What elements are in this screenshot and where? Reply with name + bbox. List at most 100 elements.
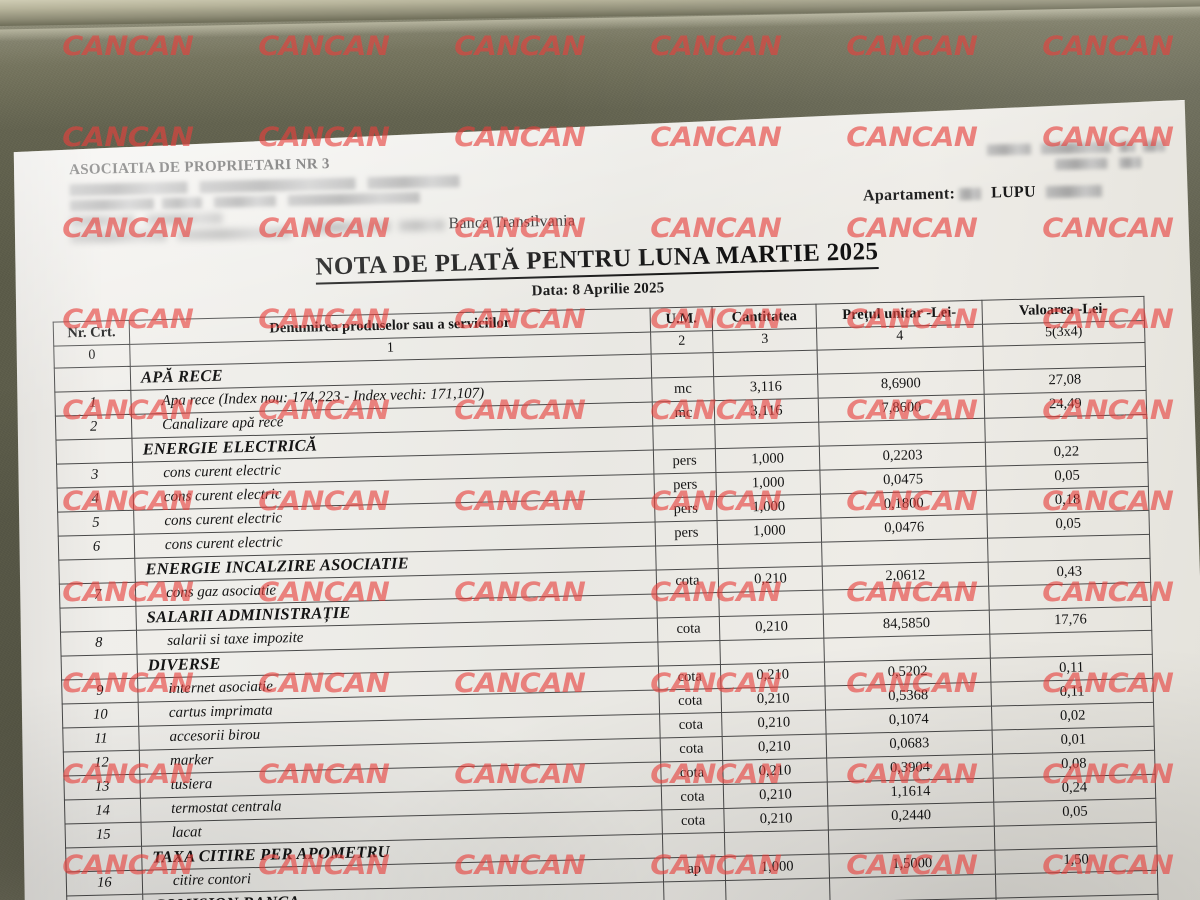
cell-nr: 7 <box>59 582 136 609</box>
cell-nr <box>54 366 131 393</box>
redacted-block <box>1045 185 1103 199</box>
cell-um: cota <box>656 568 719 594</box>
cell-qty <box>724 830 829 857</box>
cell-nr: 2 <box>55 414 132 441</box>
cell-qty <box>725 878 831 900</box>
cell-um: pers <box>654 496 718 523</box>
cell-qty <box>714 422 820 449</box>
cell-nr: 13 <box>63 774 141 801</box>
cell-qty: 0,210 <box>722 758 828 785</box>
redacted-block <box>176 227 291 241</box>
cell-qty: 0,210 <box>720 686 826 713</box>
col-number-0: 0 <box>53 344 131 369</box>
cell-um: cota <box>659 712 723 738</box>
redacted-block <box>1118 141 1135 153</box>
cell-qty: 1,000 <box>717 518 822 545</box>
redacted-block <box>213 195 277 208</box>
cell-qty <box>717 542 823 569</box>
cell-um <box>651 352 714 379</box>
cell-qty: 3,116 <box>713 374 819 401</box>
cell-nr: 15 <box>65 822 142 848</box>
redacted-block <box>1119 156 1142 169</box>
cell-nr <box>66 894 144 900</box>
col-header-um: U.M. <box>650 306 713 333</box>
cell-um: cota <box>660 736 723 762</box>
redacted-block <box>302 220 391 234</box>
cell-um: ap <box>662 856 726 882</box>
cell-nr <box>59 606 137 633</box>
cell-qty <box>718 590 824 617</box>
redacted-block <box>199 177 356 194</box>
col-number-3: 3 <box>712 328 818 353</box>
redacted-block <box>146 212 223 226</box>
cell-qty <box>713 350 818 377</box>
col-header-nr: Nr. Crt. <box>53 320 130 347</box>
cell-um: mc <box>651 376 715 403</box>
cell-qty: 1,000 <box>716 494 822 521</box>
redacted-block <box>69 181 188 197</box>
cell-um <box>655 544 719 571</box>
cell-um: cota <box>661 808 725 834</box>
cell-um: cota <box>658 664 721 690</box>
cell-um: cota <box>660 760 724 786</box>
paper-sheet: ASOCIATIA DE PROPRIETARI NR 3 Banca Tran… <box>6 100 1200 900</box>
document-content: ASOCIATIA DE PROPRIETARI NR 3 Banca Tran… <box>49 137 1165 900</box>
cell-qty: 0,210 <box>721 710 827 737</box>
table-body: APĂ RECE 1 Apa rece (Index nou: 174,223 - … <box>54 342 1159 900</box>
apartment-line: Apartament: LUPU <box>862 182 1103 206</box>
redacted-block <box>1142 140 1165 152</box>
invoice-table-wrap: Nr. Crt. Denumirea produselor sau a serv… <box>53 296 1161 900</box>
cell-nr: 9 <box>61 678 139 705</box>
redacted-block <box>398 219 445 232</box>
cell-um: cota <box>661 784 724 810</box>
cell-nr <box>61 654 138 681</box>
cell-nr: 6 <box>58 534 135 561</box>
cell-qty: 3,116 <box>714 398 819 425</box>
cell-qty: 0,210 <box>723 782 828 809</box>
apartment-label: Apartament: <box>862 185 956 205</box>
cell-nr: 1 <box>54 390 132 417</box>
apartment-name: LUPU <box>990 183 1037 202</box>
cell-nr: 8 <box>60 630 138 657</box>
cell-um: pers <box>653 472 717 499</box>
cell-qty: 0,210 <box>722 734 827 761</box>
cell-nr: 3 <box>56 462 134 489</box>
cell-nr <box>65 846 143 872</box>
redacted-block <box>69 198 155 212</box>
cell-price <box>829 874 997 900</box>
cell-qty: 1,000 <box>715 470 821 497</box>
redacted-block <box>367 175 460 190</box>
redacted-block <box>161 197 203 210</box>
cell-um: cota <box>657 616 720 642</box>
cell-qty: 0,210 <box>719 614 824 641</box>
col-header-cantitate: Cantitatea <box>711 304 817 331</box>
cell-nr: 11 <box>62 726 140 753</box>
redacted-block <box>70 229 167 244</box>
redacted-block <box>70 214 135 228</box>
cell-qty: 0,210 <box>720 662 825 689</box>
cell-nr: 5 <box>57 510 135 537</box>
cell-um <box>657 640 721 666</box>
cell-nr <box>55 438 133 465</box>
cell-nr: 14 <box>64 798 141 825</box>
cell-qty: 1,000 <box>715 446 820 473</box>
cell-nr: 4 <box>57 486 134 513</box>
redacted-block <box>287 191 420 207</box>
bank-name: Banca Transilvania <box>448 212 576 233</box>
cell-um <box>656 592 720 618</box>
cell-nr: 16 <box>66 870 143 896</box>
cell-um <box>662 832 725 858</box>
redacted-block <box>1040 141 1111 155</box>
redacted-block <box>986 143 1032 156</box>
cell-qty: 0,210 <box>723 806 829 833</box>
redacted-block <box>1055 157 1108 170</box>
cell-qty: 1,000 <box>724 854 830 881</box>
cell-qty <box>719 638 825 665</box>
cell-um <box>663 880 727 900</box>
cell-um <box>652 424 716 451</box>
cell-qty: 0,210 <box>718 566 823 593</box>
cell-um: pers <box>653 448 716 475</box>
col-number-2: 2 <box>650 330 714 355</box>
cell-um: cota <box>659 688 722 714</box>
